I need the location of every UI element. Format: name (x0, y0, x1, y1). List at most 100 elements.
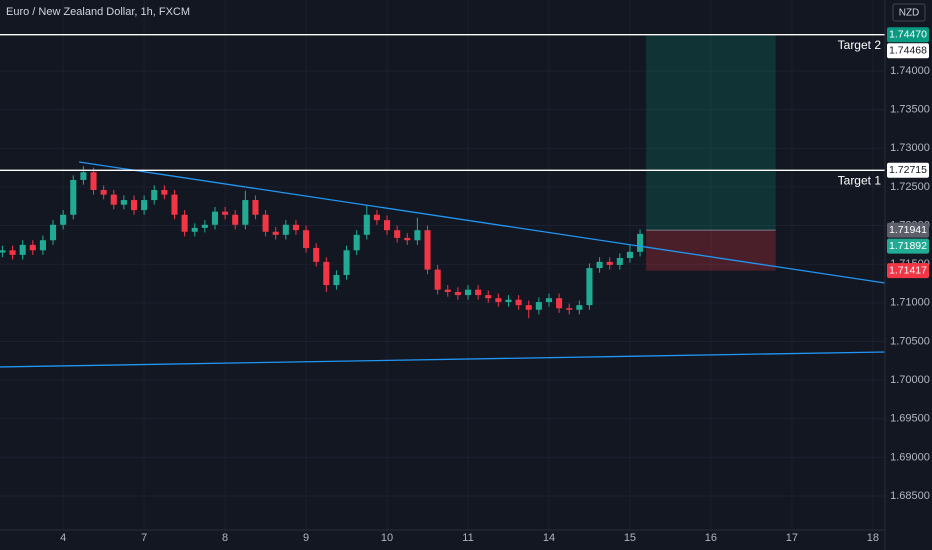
candle-body (282, 224, 289, 235)
candle-body (333, 275, 340, 286)
candle-body (262, 214, 269, 232)
trendline (79, 161, 886, 284)
candle-body (424, 230, 431, 270)
candle-body (19, 244, 26, 255)
x-tick-label: 8 (222, 532, 228, 544)
price-tag (887, 27, 929, 43)
candle-body (272, 231, 279, 235)
candle-body (292, 224, 299, 231)
candle-body (29, 244, 36, 251)
candle-body (211, 211, 219, 225)
x-tick-label: 9 (303, 532, 309, 544)
candle-body (566, 308, 573, 310)
candle-body (545, 298, 553, 303)
price-tag-label: 1.71417 (889, 264, 927, 276)
candle-body (9, 250, 16, 255)
candle-body (556, 298, 563, 309)
candle-body (70, 179, 77, 215)
candle-body (586, 268, 593, 306)
y-tick-label: 1.68500 (890, 490, 930, 502)
candle-body (323, 261, 330, 286)
trendline (0, 351, 886, 368)
candle-body (434, 269, 441, 290)
x-tick-label: 16 (705, 532, 717, 544)
candle-body (485, 295, 492, 299)
candle-body (454, 292, 461, 296)
candle-body (404, 237, 411, 241)
candle-body (313, 247, 320, 262)
candle-body (637, 233, 644, 252)
candle-body (232, 214, 239, 225)
candle-body (394, 230, 401, 238)
candle-body (626, 251, 633, 259)
candle-body (110, 194, 117, 205)
y-tick-label: 1.70500 (890, 335, 930, 347)
y-tick-label: 1.69500 (890, 413, 930, 425)
candle-body (0, 250, 6, 253)
candle-body (606, 261, 613, 265)
candle-body (383, 220, 391, 231)
x-tick-label: 10 (381, 532, 393, 544)
x-tick-label: 4 (60, 532, 66, 544)
candle-body (515, 299, 522, 306)
target-label: Target 1 (838, 173, 882, 187)
candle-body (242, 200, 249, 225)
candle-body (191, 227, 198, 232)
candle-body (39, 240, 46, 251)
candle-body (201, 224, 208, 228)
candle-body (130, 200, 138, 211)
price-tag (887, 238, 929, 254)
plot: Target 2 Target 1 (0, 34, 886, 368)
candle-body (596, 261, 603, 269)
x-tick-label: 14 (543, 532, 555, 544)
chart-title: Euro / New Zealand Dollar, 1h, FXCM (6, 6, 190, 18)
candle-body (444, 289, 451, 293)
candle-body (252, 200, 259, 215)
candle-body (495, 298, 502, 303)
candle-body (353, 234, 360, 251)
y-tick-label: 1.73500 (890, 104, 930, 116)
price-tag (887, 162, 929, 178)
x-tick-label: 17 (786, 532, 798, 544)
candle-body (464, 289, 472, 296)
x-tick-label: 15 (624, 532, 636, 544)
candle-body (222, 211, 229, 215)
candle-body (535, 302, 542, 310)
price-tag-label: 1.74470 (889, 28, 927, 40)
candle-body (181, 214, 188, 232)
candle-body (525, 305, 532, 310)
currency-label[interactable]: NZD (899, 8, 920, 19)
target-zone (646, 34, 776, 231)
y-tick-label: 1.72500 (890, 181, 930, 193)
candle-body (100, 190, 107, 195)
candle-body (80, 172, 87, 180)
candle-body (373, 214, 380, 221)
candle-body (161, 190, 168, 195)
price-tag (887, 222, 929, 238)
price-tag (887, 43, 929, 59)
x-tick-label: 7 (141, 532, 147, 544)
candle-body (343, 250, 350, 276)
candle-body (475, 289, 482, 296)
x-tick-label: 18 (867, 532, 879, 544)
candle-body (141, 200, 148, 211)
price-tag-label: 1.71892 (889, 240, 927, 252)
price-tag-label: 1.71941 (889, 224, 927, 236)
target-label: Target 2 (838, 38, 882, 52)
candle-body (90, 172, 97, 191)
currency-button[interactable] (892, 3, 926, 22)
candle-body (171, 194, 178, 215)
candle-body (616, 258, 623, 265)
y-tick-label: 1.74000 (890, 65, 930, 77)
y-tick-label: 1.71000 (890, 297, 930, 309)
price-tag-label: 1.74468 (889, 44, 927, 56)
y-tick-label: 1.69000 (890, 451, 930, 463)
candle-body (505, 299, 512, 303)
grid (0, 0, 885, 530)
candle-body (60, 214, 67, 225)
candle-body (414, 230, 421, 241)
candle-body (363, 214, 370, 235)
